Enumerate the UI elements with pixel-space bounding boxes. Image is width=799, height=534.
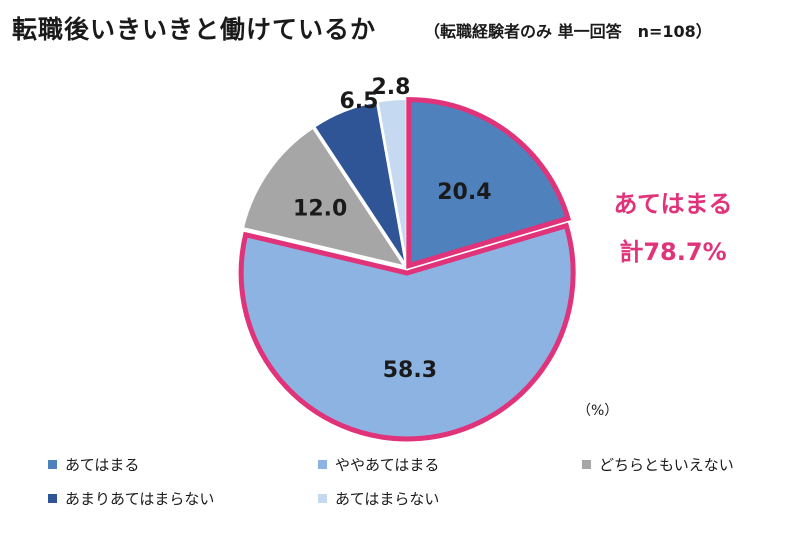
legend-label: どちらともいえない: [599, 456, 734, 474]
slice-value-label: 58.3: [383, 358, 437, 383]
highlight-outline: [238, 222, 576, 442]
legend: あてはまる ややあてはまる どちらともいえない あまりあてはまらない あてはまら…: [48, 454, 788, 522]
legend-swatch: [318, 460, 327, 469]
slice-value-label: 20.4: [437, 180, 491, 205]
legend-label: あてはまる: [65, 456, 140, 474]
legend-row-2: あまりあてはまらない あてはまらない: [48, 488, 788, 522]
legend-item: どちらともいえない: [582, 454, 734, 475]
chart-subtitle: （転職経験者のみ 単一回答 n=108）: [424, 22, 712, 41]
unit-label: （%）: [577, 403, 619, 419]
legend-row-1: あてはまる ややあてはまる どちらともいえない: [48, 454, 788, 488]
legend-swatch: [48, 494, 57, 503]
callout-label: あてはまる: [613, 190, 733, 218]
legend-label: あてはまらない: [335, 490, 440, 508]
legend-item: あまりあてはまらない: [48, 488, 214, 509]
legend-swatch: [582, 460, 591, 469]
legend-item: ややあてはまる: [318, 454, 439, 475]
highlight-outline: [406, 97, 572, 269]
legend-label: ややあてはまる: [335, 456, 440, 474]
legend-swatch: [318, 494, 327, 503]
slice-value-label: 2.8: [372, 75, 411, 100]
callout-total: 計78.7%: [619, 238, 727, 266]
slice-value-label: 12.0: [293, 196, 347, 221]
legend-item: あてはまらない: [318, 488, 439, 509]
legend-swatch: [48, 460, 57, 469]
legend-label: あまりあてはまらない: [65, 490, 215, 508]
pie-slice: [241, 126, 407, 268]
chart-title: 転職後いきいきと働けているか: [12, 15, 377, 44]
legend-item: あてはまる: [48, 454, 139, 475]
slice-value-label: 6.5: [340, 89, 379, 114]
